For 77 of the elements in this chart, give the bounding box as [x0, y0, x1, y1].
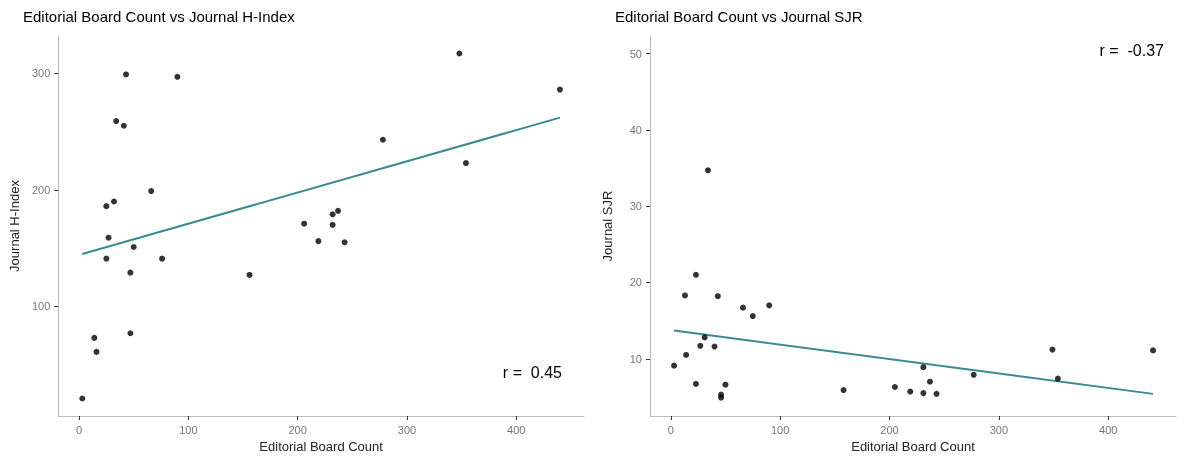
- x-tick-label: 100: [770, 423, 790, 436]
- x-tick-label: 0: [75, 423, 83, 436]
- y-tick-label: 40: [629, 123, 642, 136]
- point: [933, 390, 940, 397]
- y-tick-label: 50: [629, 47, 642, 60]
- point: [692, 380, 699, 387]
- point: [714, 293, 721, 300]
- point: [739, 304, 746, 311]
- y-tick-label: 100: [31, 300, 51, 313]
- point: [1049, 346, 1056, 353]
- point: [127, 330, 134, 337]
- x-axis-title: Editorial Board Count: [259, 438, 384, 454]
- x-tick-label: 200: [880, 423, 899, 436]
- point: [891, 384, 898, 390]
- point: [766, 302, 773, 309]
- annotation: r = 0.45: [502, 363, 563, 381]
- x-tick-label: 300: [397, 423, 417, 436]
- x-tick-label: 400: [1099, 423, 1118, 436]
- point: [920, 364, 927, 371]
- point: [970, 371, 977, 378]
- point: [335, 207, 342, 214]
- point: [671, 362, 678, 369]
- y-axis-title: Journal SJR: [600, 190, 615, 262]
- point: [920, 390, 927, 397]
- point: [246, 271, 253, 278]
- point: [113, 118, 120, 125]
- x-tick-label: 300: [989, 423, 1009, 436]
- point: [329, 211, 336, 218]
- point: [379, 136, 386, 143]
- point: [1054, 375, 1061, 382]
- point: [329, 221, 336, 228]
- point: [111, 198, 117, 205]
- y-axis-title: Journal H-Index: [7, 179, 22, 272]
- y-tick-label: 20: [629, 276, 642, 289]
- point: [130, 243, 137, 250]
- chart-title: Editorial Board Count vs Journal H-Index: [23, 8, 296, 25]
- point: [159, 255, 166, 262]
- point: [711, 343, 718, 350]
- point: [722, 381, 729, 388]
- point: [697, 342, 704, 349]
- x-tick-label: 200: [288, 423, 307, 436]
- point: [692, 271, 699, 278]
- point: [103, 255, 110, 262]
- point: [907, 388, 914, 395]
- point: [93, 348, 100, 355]
- point: [315, 238, 322, 245]
- x-axis-title: Editorial Board Count: [851, 438, 976, 454]
- x-tick-label: 400: [507, 423, 526, 436]
- x-tick-label: 0: [667, 423, 674, 436]
- point: [840, 387, 847, 394]
- point: [174, 73, 181, 80]
- point: [79, 395, 86, 402]
- y-tick-label: 10: [629, 352, 642, 365]
- point: [701, 334, 708, 341]
- point: [103, 203, 110, 210]
- point: [682, 292, 688, 299]
- x-tick-label: 100: [179, 423, 198, 436]
- point: [301, 220, 308, 227]
- point: [456, 50, 463, 57]
- point: [341, 239, 348, 246]
- point: [462, 160, 469, 167]
- chart-title: Editorial Board Count vs Journal SJR: [615, 8, 863, 25]
- point: [556, 86, 563, 93]
- annotation: r = -0.37: [1099, 41, 1165, 59]
- y-tick-label: 300: [31, 67, 51, 80]
- point: [91, 334, 98, 341]
- point: [123, 71, 130, 78]
- point: [683, 351, 690, 358]
- point: [127, 269, 134, 276]
- y-tick-label: 30: [629, 200, 642, 213]
- point: [120, 122, 127, 129]
- point: [704, 167, 711, 174]
- point: [148, 188, 155, 195]
- y-tick-label: 200: [31, 183, 51, 196]
- point: [1150, 347, 1157, 354]
- point: [749, 313, 756, 320]
- point: [926, 378, 933, 385]
